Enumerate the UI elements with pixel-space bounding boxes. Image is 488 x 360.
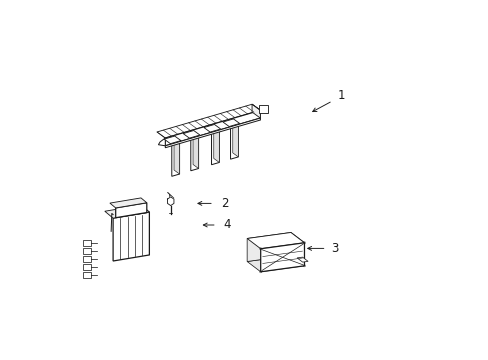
Polygon shape	[211, 130, 219, 165]
Polygon shape	[171, 141, 179, 176]
Bar	[259, 105, 268, 113]
Polygon shape	[165, 118, 260, 148]
Polygon shape	[246, 233, 290, 261]
Polygon shape	[193, 132, 198, 168]
Polygon shape	[164, 136, 181, 144]
Bar	[83, 256, 91, 262]
Bar	[83, 248, 91, 254]
Polygon shape	[157, 104, 260, 138]
Polygon shape	[190, 136, 198, 171]
Text: 1: 1	[337, 89, 345, 102]
Polygon shape	[230, 125, 238, 159]
Polygon shape	[174, 138, 179, 174]
Polygon shape	[167, 197, 174, 206]
Polygon shape	[246, 256, 304, 272]
Polygon shape	[246, 233, 304, 249]
Polygon shape	[110, 198, 146, 208]
Text: 3: 3	[330, 242, 338, 255]
Polygon shape	[251, 112, 260, 120]
Polygon shape	[203, 125, 220, 132]
Polygon shape	[183, 131, 200, 138]
Bar	[83, 240, 91, 246]
Polygon shape	[141, 205, 149, 255]
Polygon shape	[213, 126, 219, 162]
Bar	[83, 272, 91, 278]
Polygon shape	[260, 243, 304, 272]
Polygon shape	[251, 104, 260, 118]
Text: 4: 4	[223, 219, 230, 231]
Polygon shape	[165, 110, 260, 146]
Polygon shape	[113, 212, 149, 261]
Text: 2: 2	[221, 197, 228, 210]
Polygon shape	[104, 205, 149, 218]
Polygon shape	[232, 121, 238, 157]
Polygon shape	[251, 104, 267, 118]
Polygon shape	[297, 257, 307, 262]
Bar	[83, 264, 91, 270]
Polygon shape	[223, 119, 239, 126]
Polygon shape	[116, 203, 146, 218]
Polygon shape	[158, 138, 165, 146]
Polygon shape	[290, 233, 304, 266]
